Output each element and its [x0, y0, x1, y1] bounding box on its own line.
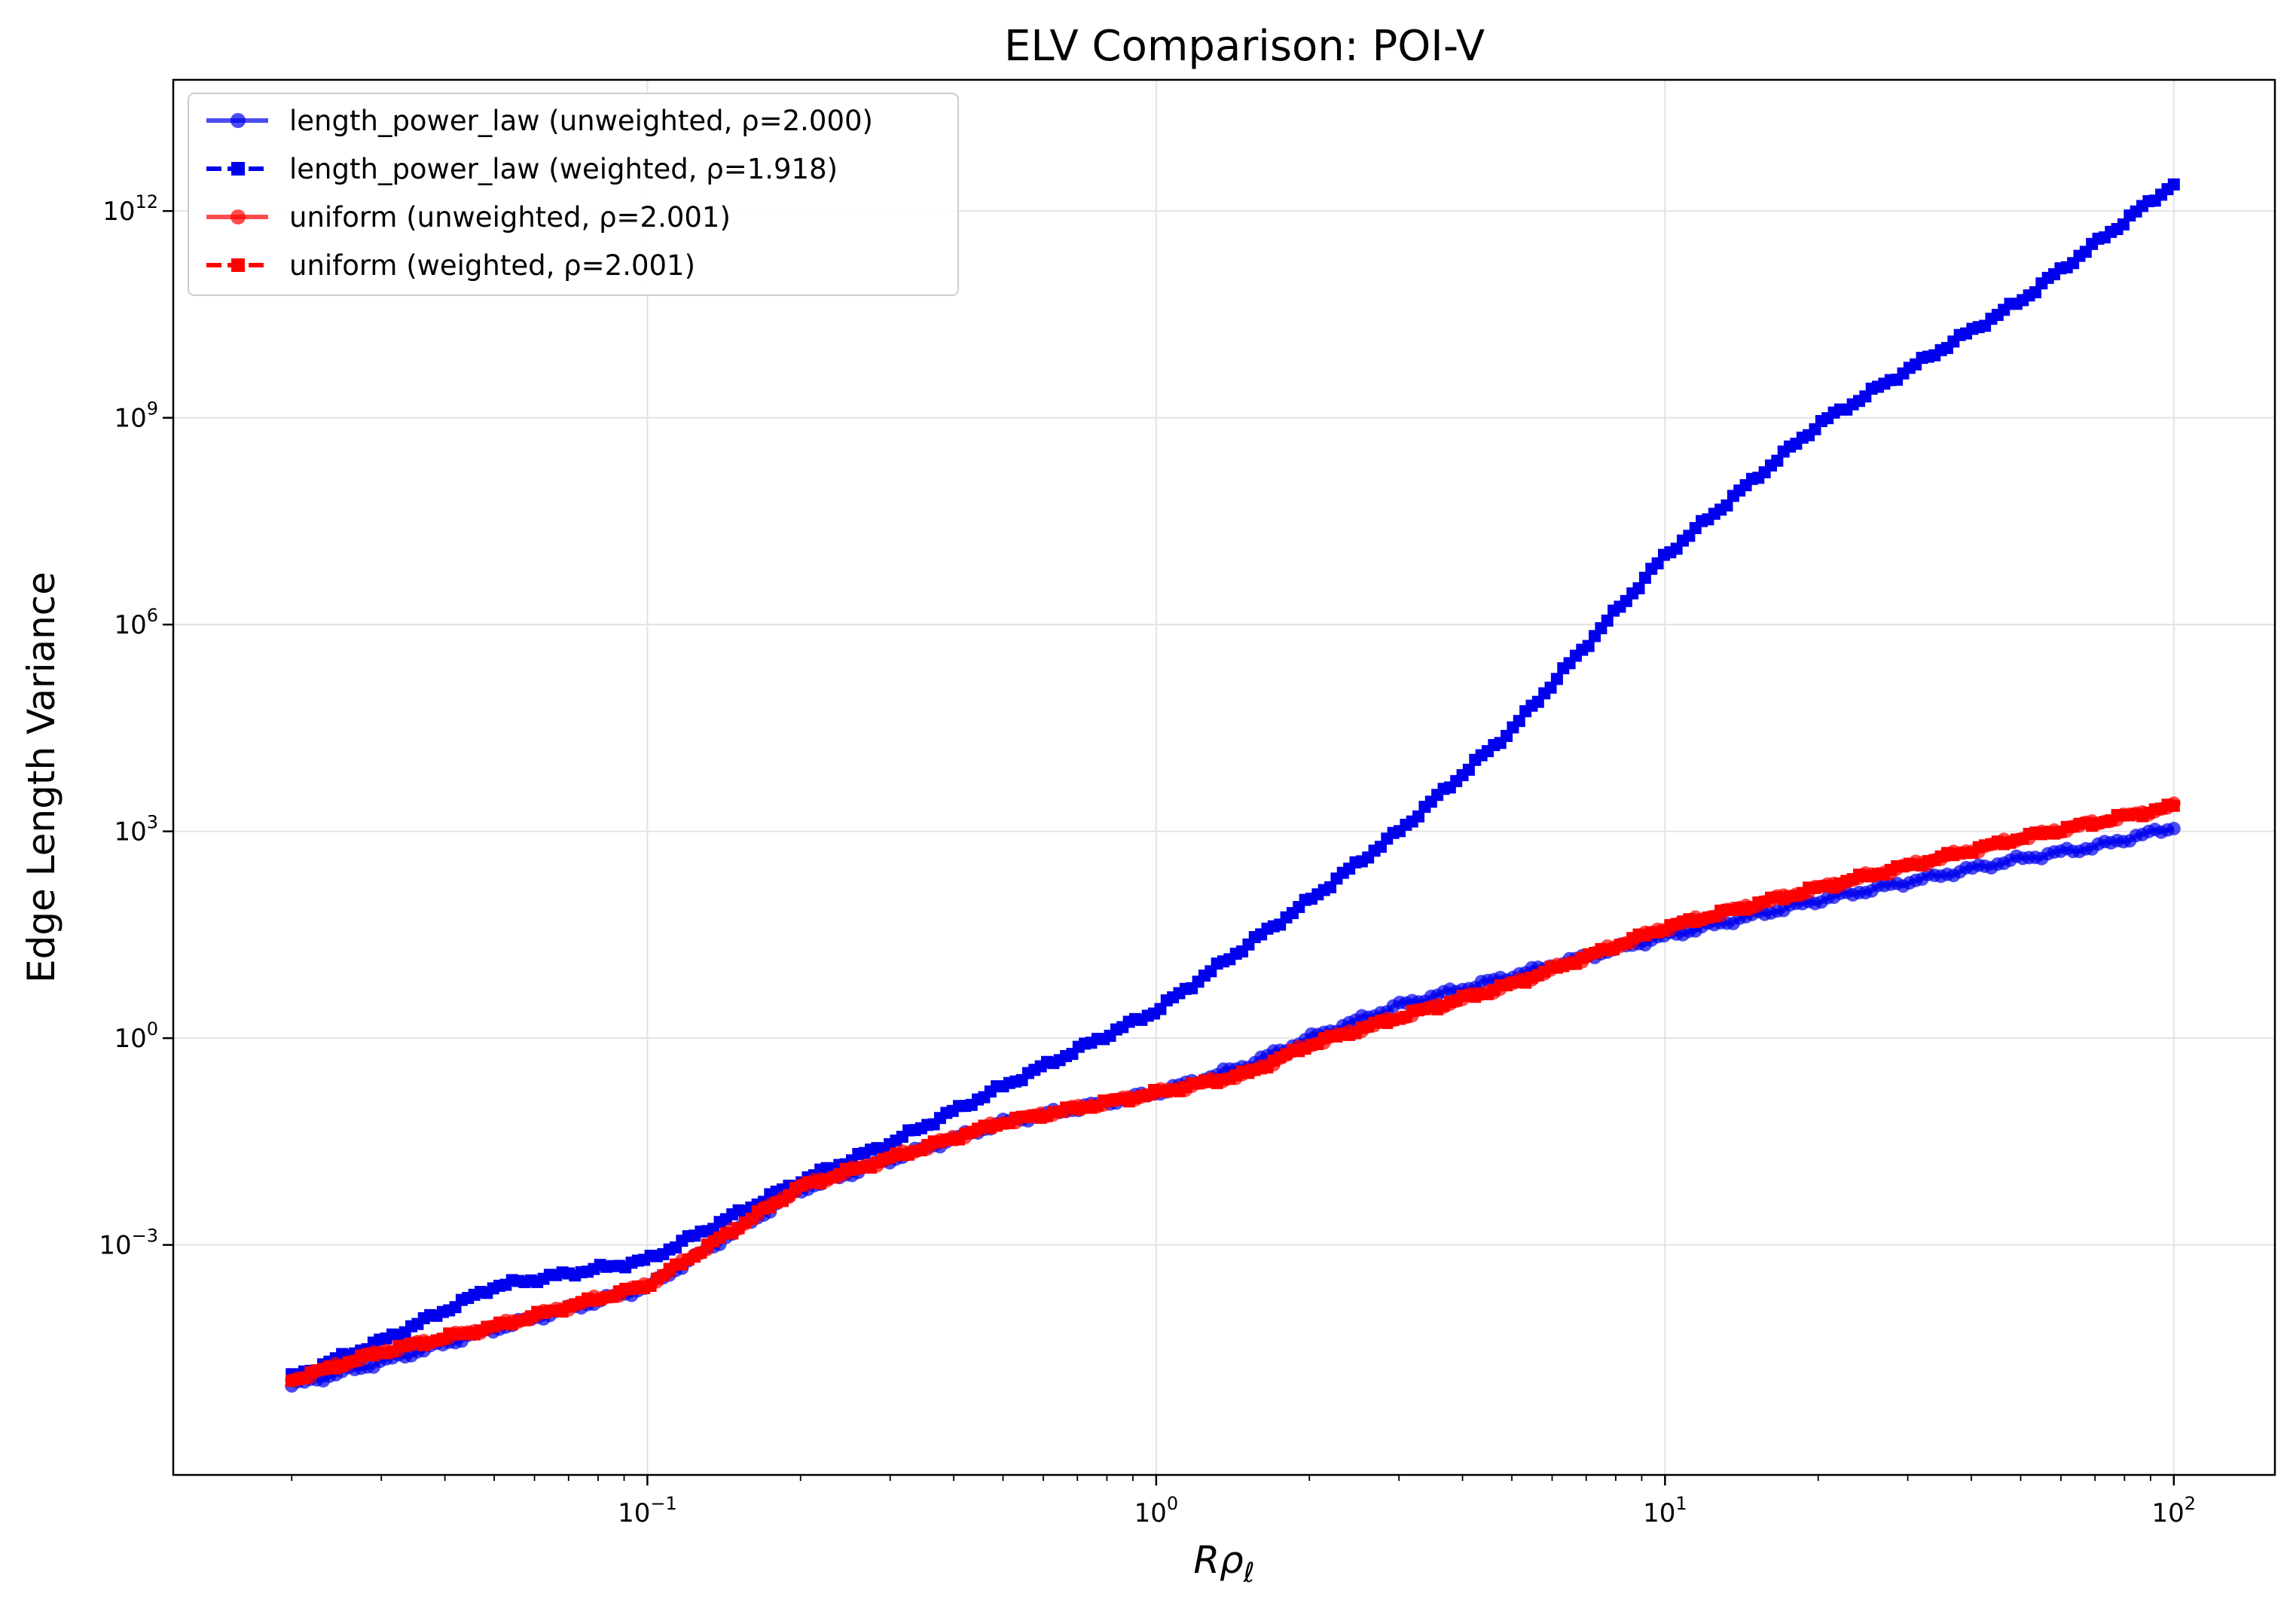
legend-label: uniform (weighted, ρ=2.001): [289, 249, 695, 282]
series-layer: [285, 178, 2181, 1393]
legend-marker: [231, 113, 246, 128]
legend-marker: [231, 258, 245, 272]
x-tick-label: 101: [1643, 1493, 1687, 1528]
legend-item: length_power_law (weighted, ρ=1.918): [206, 153, 838, 185]
legend-marker: [231, 209, 246, 224]
y-tick-label: 109: [114, 398, 158, 434]
legend: length_power_law (unweighted, ρ=2.000) le…: [188, 93, 959, 296]
data-point: [1771, 454, 1784, 467]
y-axis-ticks: 10−3 100 103 106 109 1012: [99, 191, 173, 1261]
y-tick-label: 100: [114, 1018, 158, 1054]
data-point: [1601, 614, 1614, 627]
data-point: [1582, 640, 1595, 652]
x-tick-label: 10−1: [618, 1493, 677, 1528]
data-point: [2166, 821, 2181, 835]
legend-label: length_power_law (unweighted, ρ=2.000): [289, 105, 873, 137]
data-point: [2167, 799, 2180, 812]
x-tick-label: 100: [1134, 1493, 1179, 1528]
series-3: [285, 798, 2180, 1388]
y-tick-label: 1012: [102, 191, 158, 227]
data-point: [1720, 499, 1733, 512]
data-point: [1513, 715, 1525, 728]
data-point: [1412, 810, 1425, 823]
data-point: [2167, 178, 2180, 191]
legend-item: uniform (weighted, ρ=2.001): [206, 249, 695, 282]
data-point: [1550, 673, 1563, 685]
x-tick-label: 102: [2152, 1493, 2197, 1528]
data-point: [1462, 763, 1475, 776]
legend-marker: [231, 162, 245, 176]
y-tick-label: 106: [114, 605, 158, 640]
y-tick-label: 10−3: [99, 1226, 158, 1261]
x-axis-label: Rρℓ: [1193, 1538, 1254, 1589]
plot-area-frame: [172, 78, 2276, 1476]
legend-label: uniform (unweighted, ρ=2.001): [289, 201, 731, 234]
legend-item: uniform (unweighted, ρ=2.001): [206, 201, 731, 234]
grid: [173, 80, 2275, 1475]
y-tick-label: 103: [114, 812, 158, 847]
data-point: [1632, 582, 1645, 594]
x-axis-ticks: 10−1 100 101 102: [291, 1475, 2197, 1528]
legend-box: [188, 93, 959, 296]
chart-title: ELV Comparison: POI-V: [1004, 22, 1485, 71]
legend-label: length_power_law (weighted, ρ=1.918): [289, 153, 838, 185]
legend-item: length_power_law (unweighted, ρ=2.000): [206, 105, 873, 137]
y-axis-label: Edge Length Variance: [20, 572, 63, 983]
